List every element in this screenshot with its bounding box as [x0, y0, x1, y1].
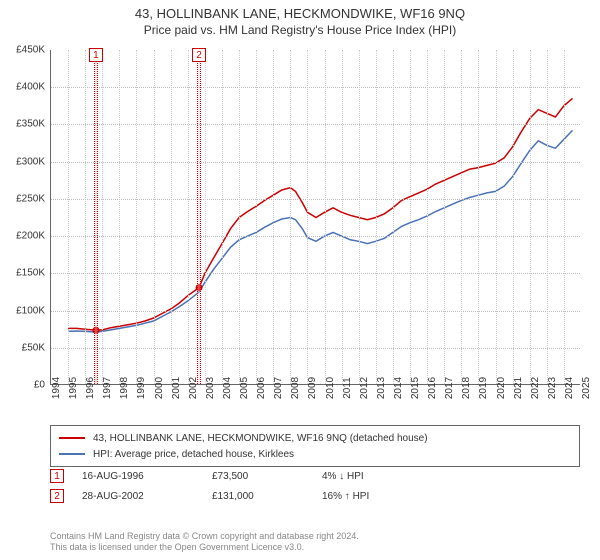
- plot-region: £0£50K£100K£150K£200K£250K£300K£350K£400…: [50, 50, 580, 385]
- y-tick-label: £150K: [16, 268, 45, 279]
- sale-band: [197, 50, 201, 384]
- x-tick-label: 2022: [530, 377, 541, 399]
- x-tick-label: 2025: [581, 377, 592, 399]
- footer-line: Contains HM Land Registry data © Crown c…: [50, 531, 580, 543]
- x-tick-label: 2003: [205, 377, 216, 399]
- x-tick-label: 2009: [307, 377, 318, 399]
- x-tick-label: 2001: [171, 377, 182, 399]
- sale-date: 28-AUG-2002: [82, 491, 212, 502]
- title-sub: Price paid vs. HM Land Registry's House …: [0, 23, 600, 37]
- x-tick-label: 1998: [119, 377, 130, 399]
- x-tick-label: 2005: [239, 377, 250, 399]
- x-tick-label: 1995: [68, 377, 79, 399]
- series-svg: [51, 50, 580, 384]
- sale-marker-icon: 1: [89, 48, 103, 62]
- x-tick-label: 2011: [342, 377, 353, 399]
- y-tick-label: £200K: [16, 231, 45, 242]
- x-tick-label: 2023: [547, 377, 558, 399]
- footer: Contains HM Land Registry data © Crown c…: [50, 531, 580, 554]
- sale-band: [94, 50, 98, 384]
- sales-table: 1 16-AUG-1996 £73,500 4% ↓ HPI 2 28-AUG-…: [50, 466, 580, 506]
- y-tick-label: £300K: [16, 156, 45, 167]
- y-tick-label: £400K: [16, 82, 45, 93]
- x-tick-label: 1994: [51, 377, 62, 399]
- chart-container: 43, HOLLINBANK LANE, HECKMONDWIKE, WF16 …: [0, 0, 600, 560]
- title-block: 43, HOLLINBANK LANE, HECKMONDWIKE, WF16 …: [0, 0, 600, 37]
- series-line-property: [68, 98, 572, 330]
- x-tick-label: 1999: [136, 377, 147, 399]
- legend-box: 43, HOLLINBANK LANE, HECKMONDWIKE, WF16 …: [50, 425, 580, 467]
- y-tick-label: £0: [34, 380, 45, 391]
- chart-area: £0£50K£100K£150K£200K£250K£300K£350K£400…: [50, 50, 580, 385]
- x-tick-label: 2010: [325, 377, 336, 399]
- x-tick-label: 2013: [376, 377, 387, 399]
- legend-swatch: [59, 437, 85, 439]
- x-tick-label: 2014: [393, 377, 404, 399]
- y-tick-label: £350K: [16, 119, 45, 130]
- x-tick-label: 2006: [256, 377, 267, 399]
- x-tick-label: 2008: [290, 377, 301, 399]
- sale-price: £73,500: [212, 471, 322, 482]
- sale-marker-icon: 1: [50, 469, 64, 483]
- series-line-hpi: [68, 130, 572, 332]
- y-tick-label: £100K: [16, 305, 45, 316]
- sale-price: £131,000: [212, 491, 322, 502]
- x-tick-label: 2004: [222, 377, 233, 399]
- legend-row: 43, HOLLINBANK LANE, HECKMONDWIKE, WF16 …: [59, 430, 571, 446]
- sales-row: 1 16-AUG-1996 £73,500 4% ↓ HPI: [50, 466, 580, 486]
- sales-row: 2 28-AUG-2002 £131,000 16% ↑ HPI: [50, 486, 580, 506]
- x-tick-label: 2016: [427, 377, 438, 399]
- x-tick-label: 2015: [410, 377, 421, 399]
- sale-marker-icon: 2: [50, 489, 64, 503]
- y-tick-label: £450K: [16, 45, 45, 56]
- sale-delta: 4% ↓ HPI: [322, 471, 364, 482]
- y-tick-label: £250K: [16, 193, 45, 204]
- legend-swatch: [59, 453, 85, 455]
- footer-line: This data is licensed under the Open Gov…: [50, 542, 580, 554]
- x-tick-label: 2007: [273, 377, 284, 399]
- legend-row: HPI: Average price, detached house, Kirk…: [59, 446, 571, 462]
- x-tick-label: 2017: [444, 377, 455, 399]
- y-tick-label: £50K: [22, 342, 45, 353]
- x-tick-label: 2000: [154, 377, 165, 399]
- sale-delta: 16% ↑ HPI: [322, 491, 369, 502]
- x-tick-label: 1997: [102, 377, 113, 399]
- x-tick-label: 2021: [513, 377, 524, 399]
- x-tick-label: 2019: [478, 377, 489, 399]
- x-tick-label: 2012: [359, 377, 370, 399]
- legend-label: HPI: Average price, detached house, Kirk…: [93, 449, 294, 460]
- x-tick-label: 2018: [461, 377, 472, 399]
- x-tick-label: 2020: [496, 377, 507, 399]
- sale-date: 16-AUG-1996: [82, 471, 212, 482]
- title-main: 43, HOLLINBANK LANE, HECKMONDWIKE, WF16 …: [0, 6, 600, 21]
- legend-label: 43, HOLLINBANK LANE, HECKMONDWIKE, WF16 …: [93, 433, 428, 444]
- x-tick-label: 2024: [564, 377, 575, 399]
- sale-marker-icon: 2: [192, 48, 206, 62]
